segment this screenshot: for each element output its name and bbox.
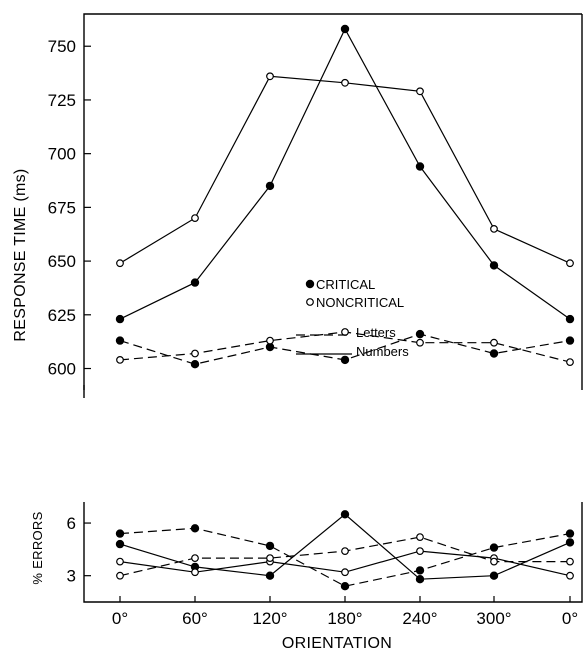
rt-point-numbers-noncritical-5	[490, 224, 498, 233]
errors-point-numbers-noncritical-1	[191, 568, 199, 577]
legend-critical-label: CRITICAL	[316, 277, 375, 292]
upper-panel-frame	[83, 13, 582, 390]
lower-y-axis-title: % ERRORS	[30, 511, 45, 584]
rt-point-numbers-noncritical-4	[416, 87, 424, 96]
legend-letters-label: Letters	[356, 325, 396, 340]
rt-point-numbers-critical-3	[340, 24, 350, 34]
errors-point-letters-critical-3	[340, 582, 350, 591]
rt-point-letters-critical-6	[565, 336, 575, 345]
x-tick-label-4: 240°	[402, 609, 437, 628]
errors-point-letters-noncritical-5	[490, 557, 498, 566]
rt-point-letters-critical-1	[190, 360, 200, 369]
rt-point-numbers-critical-5	[489, 261, 499, 270]
upper-y-ticks: 600 625 650 675 700 725 750	[48, 37, 91, 379]
errors-point-numbers-critical-4	[415, 575, 425, 584]
errors-point-letters-noncritical-1	[191, 554, 199, 562]
rt-point-letters-noncritical-1	[191, 349, 199, 358]
errors-point-numbers-critical-0	[115, 539, 125, 549]
rt-point-numbers-critical-0	[115, 314, 125, 324]
rt-point-numbers-noncritical-1	[191, 214, 199, 223]
legend: CRITICAL NONCRITICAL Letters Numbers	[296, 277, 409, 359]
lower-y-ticks: 36	[67, 514, 91, 586]
rt-point-letters-critical-0	[115, 336, 125, 345]
lower-series-group	[115, 510, 575, 591]
rt-point-letters-noncritical-0	[116, 356, 124, 364]
rt-y-tick-label-2: 650	[48, 252, 76, 271]
legend-numbers-label: Numbers	[356, 344, 409, 359]
rt-point-letters-noncritical-6	[566, 358, 574, 367]
rt-series-numbers-noncritical-line	[119, 75, 571, 264]
upper-y-axis-title: RESPONSE TIME (ms)	[12, 168, 29, 341]
errors-point-letters-noncritical-0	[116, 571, 124, 580]
errors-y-tick-label-1: 6	[67, 514, 76, 533]
rt-y-tick-label-1: 625	[48, 306, 76, 325]
errors-point-letters-noncritical-3	[341, 547, 349, 555]
errors-point-numbers-critical-5	[489, 571, 499, 580]
rt-point-numbers-critical-2	[265, 181, 275, 191]
upper-panel	[83, 13, 583, 398]
errors-point-numbers-critical-2	[265, 571, 275, 580]
errors-point-letters-critical-6	[565, 529, 575, 538]
rt-point-numbers-noncritical-0	[116, 259, 124, 268]
rt-y-tick-label-6: 750	[48, 37, 76, 56]
upper-series-group	[115, 24, 575, 369]
rt-point-letters-critical-3	[340, 355, 350, 365]
errors-point-letters-critical-5	[489, 543, 499, 552]
rt-point-numbers-noncritical-3	[341, 78, 349, 87]
errors-point-numbers-noncritical-4	[416, 547, 424, 555]
rt-point-letters-critical-4	[415, 329, 425, 339]
rt-y-tick-label-5: 725	[48, 91, 76, 110]
x-tick-label-5: 300°	[476, 609, 511, 628]
legend-critical-marker	[305, 279, 315, 289]
rt-point-letters-noncritical-4	[416, 338, 424, 347]
x-tick-label-2: 120°	[252, 609, 287, 628]
rt-point-numbers-critical-4	[415, 162, 425, 171]
errors-point-letters-critical-2	[265, 541, 275, 551]
legend-noncritical-marker	[306, 298, 314, 306]
rt-point-letters-noncritical-2	[266, 336, 274, 345]
rt-y-tick-label-4: 700	[48, 145, 76, 164]
errors-point-letters-critical-4	[415, 566, 425, 575]
x-tick-label-1: 60°	[182, 609, 208, 628]
rt-point-numbers-critical-6	[565, 314, 575, 324]
rt-point-numbers-noncritical-2	[266, 72, 274, 81]
legend-noncritical-label: NONCRITICAL	[316, 295, 404, 310]
x-axis-title: ORIENTATION	[282, 635, 392, 652]
errors-point-letters-noncritical-2	[266, 554, 274, 562]
errors-point-numbers-noncritical-3	[341, 568, 349, 577]
errors-point-numbers-noncritical-0	[116, 557, 124, 566]
errors-point-letters-noncritical-4	[416, 533, 424, 541]
rt-point-numbers-critical-1	[190, 278, 200, 287]
errors-point-numbers-noncritical-6	[566, 571, 574, 580]
lower-panel	[83, 502, 583, 603]
lower-panel-frame	[83, 502, 583, 603]
errors-point-numbers-critical-3	[340, 510, 350, 519]
errors-y-tick-label-0: 3	[67, 567, 76, 586]
x-tick-label-3: 180°	[327, 609, 362, 628]
errors-point-letters-noncritical-6	[566, 557, 574, 566]
errors-point-numbers-critical-6	[565, 538, 575, 547]
rt-point-letters-noncritical-5	[490, 338, 498, 347]
rt-point-letters-critical-5	[489, 349, 499, 358]
rt-point-letters-noncritical-3	[341, 328, 349, 336]
errors-point-letters-critical-1	[190, 524, 200, 533]
rt-series-numbers-critical-line	[119, 27, 571, 320]
rt-y-tick-label-3: 675	[48, 198, 76, 217]
rt-y-tick-label-0: 600	[48, 360, 76, 379]
x-ticks: 0° 60° 120° 180° 240° 300° 0°	[112, 596, 578, 628]
x-tick-label-6: 0°	[562, 609, 578, 628]
errors-point-letters-critical-0	[115, 529, 125, 538]
rt-point-numbers-noncritical-6	[566, 259, 574, 268]
errors-series-letters-critical-line	[119, 527, 571, 587]
x-tick-label-0: 0°	[112, 609, 128, 628]
